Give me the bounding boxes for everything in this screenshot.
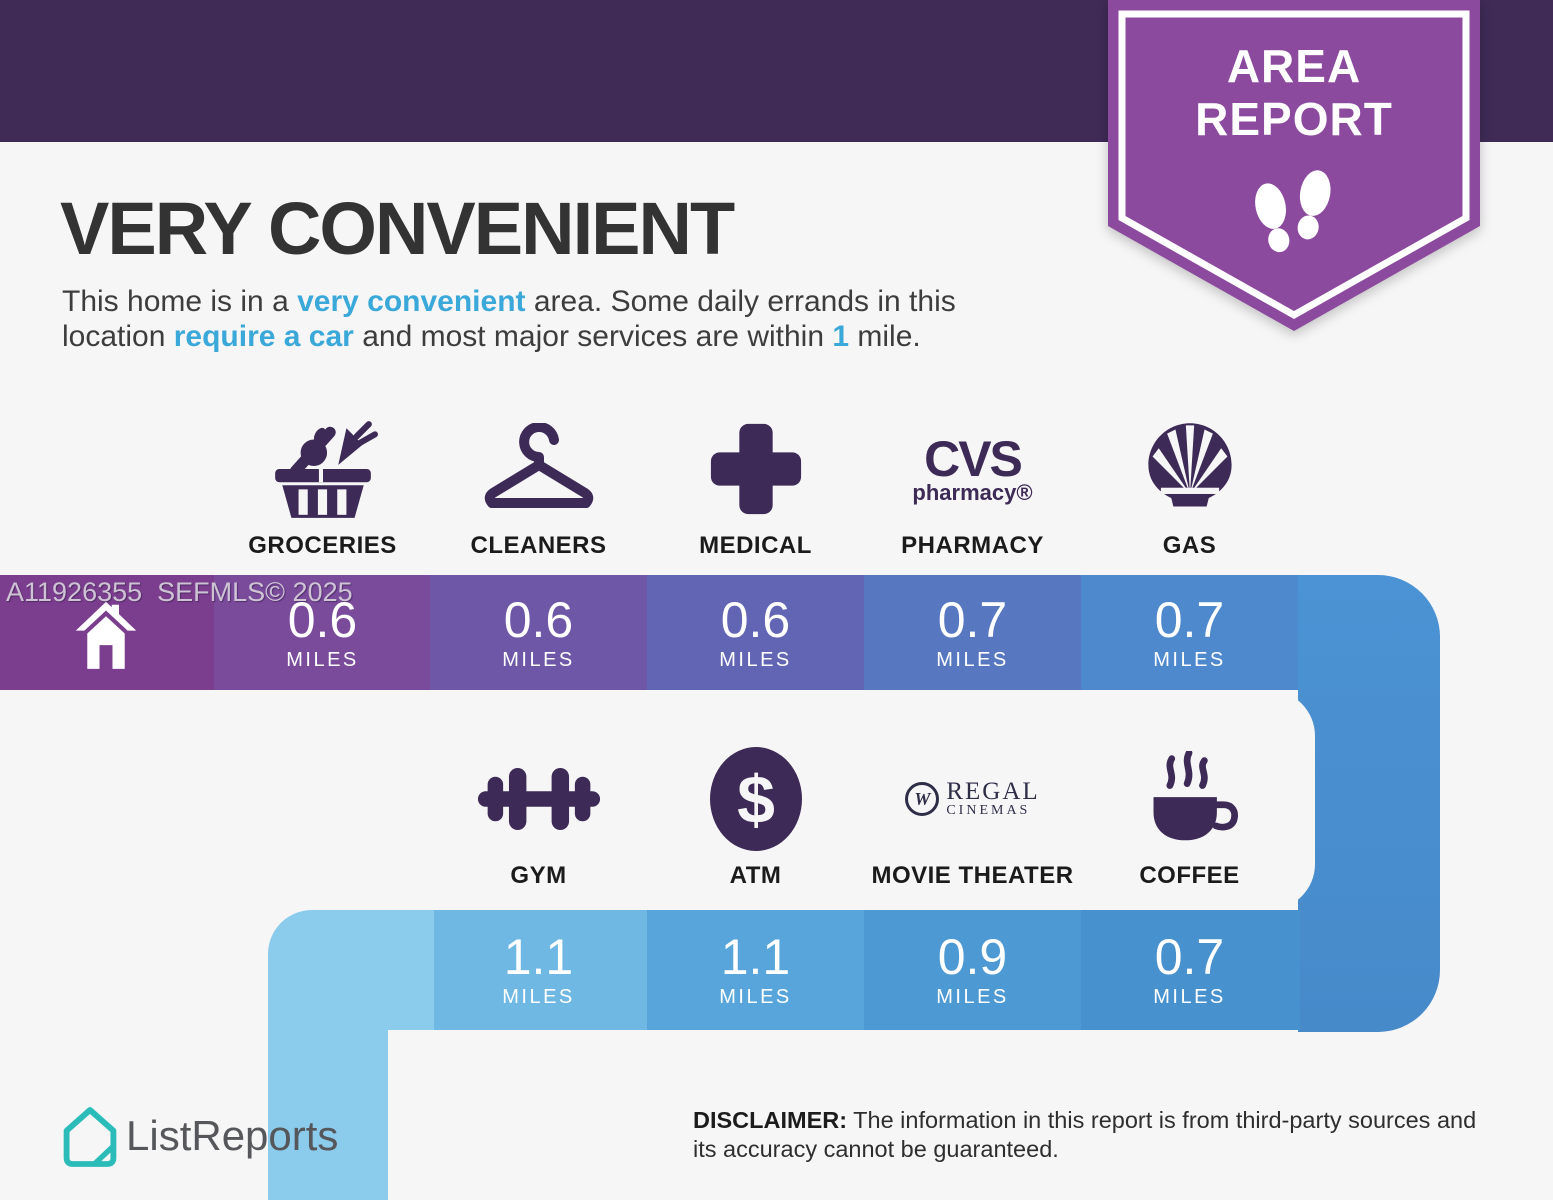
disclaimer: DISCLAIMER: The information in this repo… [693,1106,1498,1164]
poi-label: COFFEE [1139,862,1240,889]
ribbon-down-strip [268,1028,388,1200]
cvs-pharmacy-text: pharmacy® [912,480,1033,505]
poi-gym: GYM [430,742,647,890]
intro-text: and most major services are within [353,320,833,353]
intro-highlight-very-convenient: very convenient [297,285,526,318]
distance-unit: MILES [936,986,1009,1008]
svg-text:$: $ [737,762,775,838]
poi-label: CLEANERS [470,532,607,559]
shell-gas-icon [1081,412,1298,526]
disclaimer-text: The information in this report is from t… [693,1107,1477,1162]
intro-highlight-1: 1 [832,320,850,353]
dumbbell-icon [430,742,647,856]
page-title: VERY CONVENIENT [60,187,735,270]
ribbon-segment [434,910,647,1030]
ribbon-home-icon [70,597,142,673]
distance-value: 0.7 [1154,929,1225,985]
ribbon-inner-corner-bottom-left [388,1030,618,1200]
ribbon-segment [1081,575,1298,690]
distance-cell-atm: 1.1 MILES [647,910,864,1030]
listreports-wordmark: ListReports [126,1112,339,1159]
distance-cell-cleaners: 0.6 MILES [430,575,647,690]
distance-unit: MILES [1153,986,1226,1008]
distance-cell-gas: 0.7 MILES [1081,575,1298,690]
area-report-badge [1108,0,1480,336]
poi-atm: $ ATM [647,742,864,890]
distance-cell-groceries: 0.6 MILES [214,575,431,690]
distance-cell-movie-theater: 0.9 MILES [864,910,1081,1030]
distance-value: 0.9 [937,929,1008,985]
distance-value: 0.6 [287,591,358,648]
poi-label: MEDICAL [699,532,812,559]
poi-label: GYM [510,862,567,889]
distance-unit: MILES [502,986,575,1008]
poi-groceries: GROCERIES [214,412,431,560]
poi-cleaners: CLEANERS [430,412,647,560]
distance-value: 0.7 [1154,591,1225,648]
distance-unit: MILES [936,648,1009,671]
distance-cell-medical: 0.6 MILES [647,575,864,690]
ribbon-segment [864,575,1081,690]
distance-unit: MILES [502,648,575,671]
poi-movie-theater: W REGAL CINEMAS MOVIE THEATER [864,742,1081,890]
regal-circle-mark: W [905,782,940,816]
groceries-basket-icon [214,412,431,526]
badge-title: AREA REPORT [1108,40,1480,146]
poi-pharmacy: CVS pharmacy® PHARMACY [864,412,1081,560]
intro-highlight-require-a-car: require a car [173,320,354,353]
regal-cinemas-logo: W REGAL CINEMAS [864,742,1081,856]
ribbon-segment [864,910,1081,1030]
poi-label: GROCERIES [248,532,397,559]
distance-cell-gym: 1.1 MILES [430,910,647,1030]
ribbon-segment [647,575,864,690]
poi-medical: MEDICAL [647,412,864,560]
distance-unit: MILES [286,648,359,671]
ribbon-segment [647,910,864,1030]
distance-unit: MILES [719,986,792,1008]
poi-label: GAS [1162,532,1217,559]
ribbon-left-cap [268,910,434,1030]
poi-label: PHARMACY [901,532,1044,559]
distance-unit: MILES [719,648,792,671]
distance-value: 0.6 [720,591,791,648]
badge-title-line2: REPORT [1195,93,1393,145]
hanger-icon [430,412,647,526]
intro-text: mile. [849,320,921,353]
distance-value: 0.6 [503,591,574,648]
ribbon-segment [214,575,430,690]
intro-paragraph: This home is in a very convenient area. … [62,284,1122,354]
coffee-cup-icon [1081,742,1298,856]
footprints-icon [1250,168,1340,268]
poi-label: MOVIE THEATER [871,862,1074,889]
distance-value: 1.1 [503,929,574,985]
badge-title-line1: AREA [1226,40,1362,92]
regal-text-line1: REGAL [946,778,1040,805]
ribbon-right-elbow [1298,575,1440,1032]
regal-text-line2: CINEMAS [946,803,1031,818]
disclaimer-label: DISCLAIMER: [693,1107,848,1133]
poi-label: ATM [729,862,782,889]
intro-text: location [62,320,174,353]
distance-cell-pharmacy: 0.7 MILES [864,575,1081,690]
ribbon-segment [430,575,647,690]
poi-coffee: COFFEE [1081,742,1298,890]
watermark-text: A11926355 SEFMLS© 2025 [6,577,353,607]
intro-text: This home is in a [62,285,298,318]
ribbon-segment [1081,910,1300,1030]
distance-cell-coffee: 0.7 MILES [1081,910,1298,1030]
distance-value: 0.7 [937,591,1008,648]
poi-gas: GAS [1081,412,1298,560]
distance-value: 1.1 [720,929,791,985]
cvs-logo-text: CVS [924,431,1023,487]
atm-dollar-icon: $ [647,742,864,856]
cvs-pharmacy-logo: CVS pharmacy® [864,412,1081,526]
distance-unit: MILES [1153,648,1226,671]
intro-text: area. Some daily errands in this [525,285,956,318]
listreports-icon [63,1106,117,1168]
medical-cross-icon [647,412,864,526]
